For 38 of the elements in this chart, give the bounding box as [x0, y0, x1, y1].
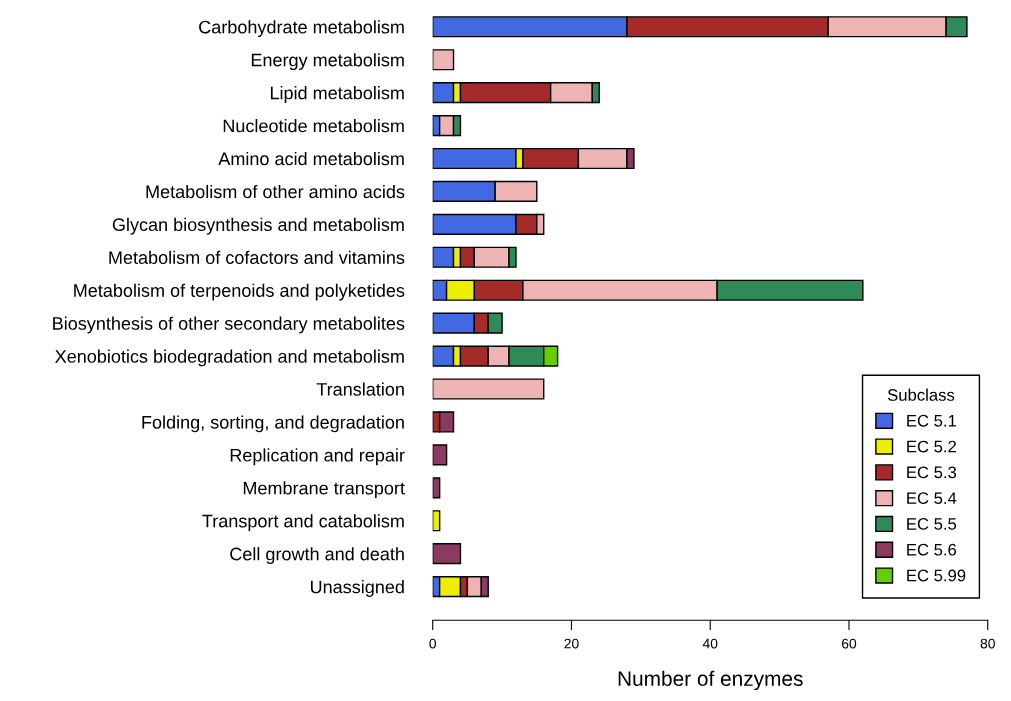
y-tick-label: Transport and catabolism [202, 514, 404, 532]
legend-title: Subclass [887, 388, 955, 401]
y-tick-label: Metabolism of terpenoids and polyketides [74, 283, 405, 301]
y-tick-label: Carbohydrate metabolism [199, 20, 404, 38]
bar [432, 378, 545, 400]
y-tick-label: Membrane transport [243, 481, 405, 499]
legend-label: EC 5.1 [907, 414, 956, 427]
y-tick-label: Unassigned [310, 580, 404, 597]
x-tick-label: 0 [429, 638, 437, 649]
x-axis-title: Number of enzymes [618, 670, 803, 691]
legend-label: EC 5.4 [907, 492, 957, 505]
y-tick-label: Lipid metabolism [270, 86, 404, 103]
x-tick-label: 60 [841, 638, 857, 649]
x-tick-label: 20 [564, 638, 579, 649]
y-tick-label: Folding, sorting, and degradation [142, 415, 404, 433]
legend-label: EC 5.3 [907, 466, 957, 479]
legend-label: EC 5.2 [907, 440, 956, 453]
x-tick-label: 80 [980, 638, 995, 649]
x-tick-label: 40 [702, 638, 718, 649]
y-tick-label: Metabolism of cofactors and vitamins [109, 250, 405, 265]
bar [432, 543, 462, 565]
y-tick-label: Translation [316, 382, 404, 396]
y-tick-label: Amino acid metabolism [218, 151, 404, 166]
y-tick-label: Cell growth and death [230, 547, 404, 564]
y-tick-label: Energy metabolism [251, 53, 404, 70]
y-tick-label: Metabolism of other amino acids [146, 184, 405, 199]
bar [432, 510, 441, 532]
bar [432, 444, 448, 466]
y-tick-label: Replication and repair [230, 448, 405, 466]
y-tick-label: Glycan biosynthesis and metabolism [112, 217, 404, 235]
y-tick-label: Biosynthesis of other secondary metabolites [53, 316, 405, 334]
bar [432, 49, 455, 71]
legend-label: EC 5.6 [907, 543, 957, 556]
y-tick-label: Nucleotide metabolism [223, 119, 404, 133]
bar [432, 477, 441, 499]
legend-label: EC 5.99 [907, 569, 966, 582]
legend-label: EC 5.5 [907, 518, 957, 530]
y-tick-label: Xenobiotics biodegradation and metabolism [55, 349, 404, 367]
